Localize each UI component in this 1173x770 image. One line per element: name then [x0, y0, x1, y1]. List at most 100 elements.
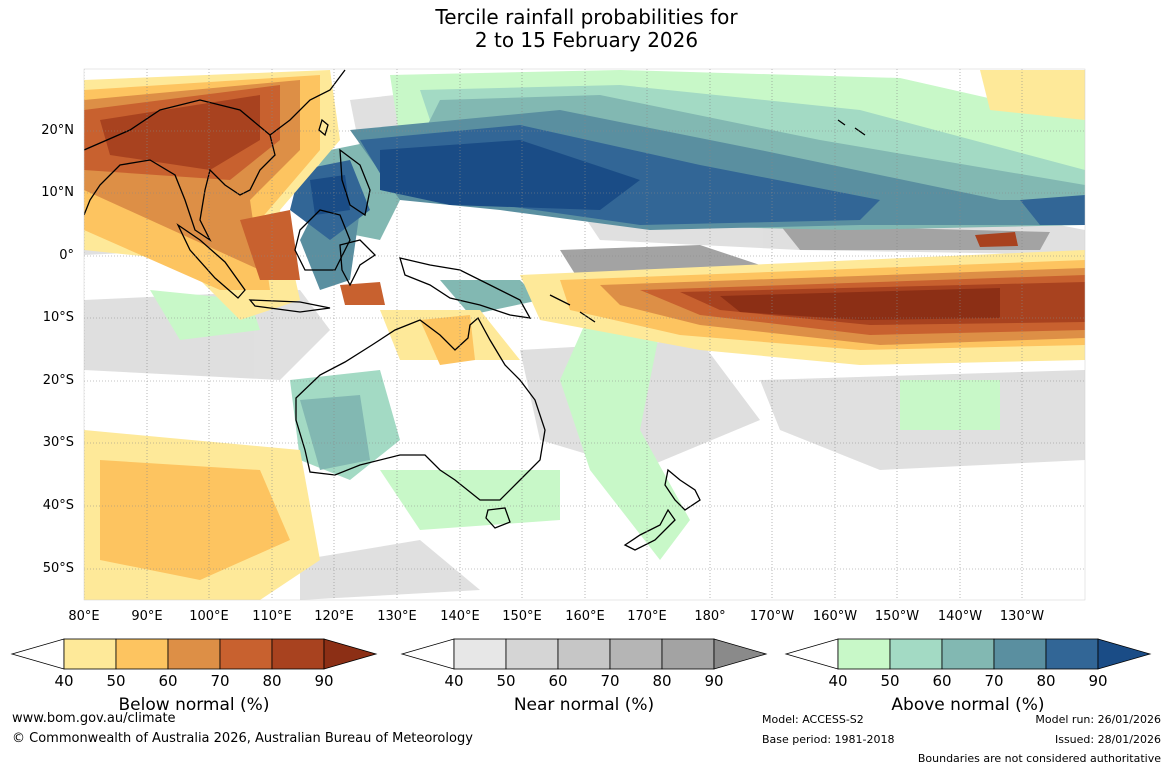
colorbar-tick-label: 60 [158, 672, 178, 690]
hawaii-coastline [837, 119, 866, 136]
longitude-label: 170°E [627, 609, 667, 624]
longitude-label: 110°E [252, 609, 292, 624]
colorbar-tick-label: 40 [54, 672, 74, 690]
latitude-label: 20°S [42, 373, 74, 388]
latitude-label: 40°S [42, 498, 74, 513]
longitude-label: 90°E [131, 609, 163, 624]
philippines-coastline [339, 148, 371, 217]
colorbar-segment [557, 638, 611, 670]
website-link[interactable]: www.bom.gov.au/climate [12, 711, 176, 726]
solomon-islands-coastline [549, 294, 596, 323]
colorbar-upper-extension [713, 638, 768, 670]
latitude-label: 20°N [41, 123, 74, 138]
colorbar-segment [167, 638, 221, 670]
colorbar-upper-extension [1097, 638, 1152, 670]
colorbar-segment [115, 638, 169, 670]
colorbar-upper-extension [323, 638, 378, 670]
colorbar-tick-label: 60 [548, 672, 568, 690]
colorbar-tick-label: 70 [984, 672, 1004, 690]
model-run-date: Model run: 26/01/2026 [1035, 713, 1161, 726]
colorbar-tick-label: 80 [262, 672, 282, 690]
colorbar-near-normal [400, 638, 768, 670]
legend-above-normal-label: Above normal (%) [891, 695, 1045, 715]
colorbar-tick-label: 70 [210, 672, 230, 690]
longitude-label: 120°E [314, 609, 354, 624]
longitude-label: 130°W [999, 609, 1045, 624]
above-normal-areas [150, 70, 1085, 560]
colorbar-tick-label: 80 [652, 672, 672, 690]
colorbar-tick-label: 90 [314, 672, 334, 690]
colorbar-segment [63, 638, 117, 670]
colorbar-segment [609, 638, 663, 670]
colorbar-lower-extension [400, 638, 455, 670]
latitude-label: 0° [59, 248, 74, 263]
colorbar-lower-extension [784, 638, 839, 670]
colorbar-segment [941, 638, 995, 670]
colorbar-segment [1045, 638, 1099, 670]
australia-coastline [295, 316, 546, 501]
colorbar-lower-extension [10, 638, 65, 670]
latitude-label: 10°N [41, 185, 74, 200]
latitude-label: 30°S [42, 435, 74, 450]
longitude-label: 100°E [189, 609, 229, 624]
colorbar-tick-label: 70 [600, 672, 620, 690]
legend-below-normal-label: Below normal (%) [118, 695, 270, 715]
longitude-label: 140°W [937, 609, 983, 624]
below-normal-areas [84, 70, 1085, 600]
legend-near-normal-label: Near normal (%) [513, 695, 655, 715]
longitude-label: 150°W [874, 609, 920, 624]
longitude-label: 160°E [565, 609, 605, 624]
colorbar-segment [219, 638, 273, 670]
colorbar-tick-label: 50 [880, 672, 900, 690]
colorbar-above-normal [784, 638, 1152, 670]
longitude-label: 80°E [68, 609, 100, 624]
longitude-label: 140°E [440, 609, 480, 624]
colorbar-tick-label: 60 [932, 672, 952, 690]
colorbar-tick-label: 90 [1088, 672, 1108, 690]
model-name: Model: ACCESS-S2 [762, 713, 864, 726]
colorbar-segment [993, 638, 1047, 670]
coastlines [84, 69, 866, 551]
longitude-label: 180° [694, 609, 726, 624]
boundaries-disclaimer: Boundaries are not considered authoritat… [917, 752, 1161, 765]
latitude-label: 50°S [42, 561, 74, 576]
latitude-label: 10°S [42, 310, 74, 325]
new-zealand-south-coastline [623, 508, 676, 551]
colorbar-tick-label: 50 [496, 672, 516, 690]
colorbar-segment [453, 638, 507, 670]
base-period: Base period: 1981-2018 [762, 733, 895, 746]
colorbar-tick-label: 90 [704, 672, 724, 690]
new-guinea-coastline [399, 257, 532, 319]
colorbar-tick-label: 40 [828, 672, 848, 690]
java-coastline [248, 299, 331, 313]
colorbar-segment [837, 638, 891, 670]
issued-date: Issued: 28/01/2026 [1054, 733, 1161, 746]
longitude-label: 170°W [749, 609, 795, 624]
title-line-1: Tercile rainfall probabilities for [435, 5, 738, 29]
title-line-2: 2 to 15 February 2026 [474, 28, 699, 52]
colorbar-segment [661, 638, 715, 670]
longitude-label: 150°E [502, 609, 542, 624]
graticule [84, 69, 1085, 600]
mainland-asia-coastline [84, 99, 276, 242]
longitude-label: 160°W [812, 609, 858, 624]
map-field [84, 69, 1085, 600]
colorbar-segment [505, 638, 559, 670]
tasmania-coastline [485, 507, 511, 529]
colorbar-below-normal [10, 638, 378, 670]
sumatra-coastline [176, 223, 246, 299]
taiwan-coastline [318, 118, 329, 137]
colorbar-tick-label: 40 [444, 672, 464, 690]
new-zealand-north-coastline [664, 468, 701, 511]
sulawesi-coastline [339, 239, 377, 287]
colorbar-tick-label: 50 [106, 672, 126, 690]
colorbar-segment [271, 638, 325, 670]
copyright-text: © Commonwealth of Australia 2026, Austra… [12, 731, 473, 746]
map-frame [83, 68, 1086, 601]
china-coastline [269, 69, 346, 136]
colorbar-segment [889, 638, 943, 670]
colorbar-tick-label: 80 [1036, 672, 1056, 690]
longitude-label: 130°E [377, 609, 417, 624]
borneo-coastline [294, 209, 351, 271]
